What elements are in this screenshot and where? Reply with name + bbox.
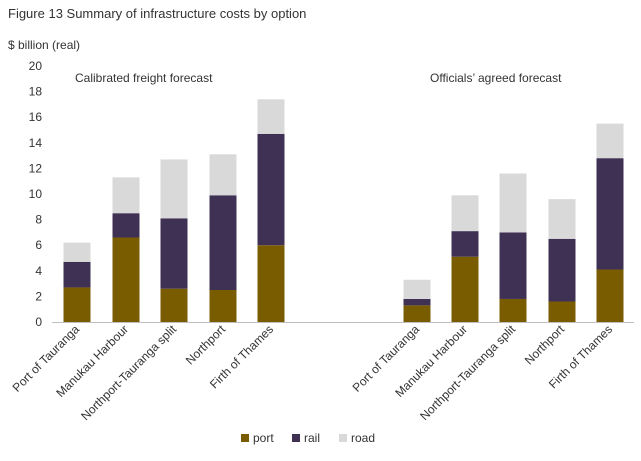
y-tick-label-5: 10 xyxy=(29,187,43,201)
bar-rail-g1-c4 xyxy=(596,158,624,270)
bar-road-g1-c1 xyxy=(451,195,479,232)
x-tick-label-g1-c2: Northport-Tauranga split xyxy=(417,322,518,423)
y-tick-label-8: 16 xyxy=(29,110,43,124)
bar-rail-g1-c2 xyxy=(499,232,527,299)
bar-road-g0-c2 xyxy=(160,159,188,219)
bar-road-g0-c3 xyxy=(209,154,237,196)
bar-rail-g1-c3 xyxy=(548,238,576,302)
bar-port-g0-c4 xyxy=(257,245,285,322)
x-tick-label-g0-c3: Northport xyxy=(183,322,229,368)
bar-rail-g0-c3 xyxy=(209,195,237,290)
legend-label-rail: rail xyxy=(304,431,320,445)
bar-port-g0-c3 xyxy=(209,290,237,322)
bar-road-g1-c4 xyxy=(596,123,624,159)
bar-road-g1-c0 xyxy=(403,279,431,299)
legend: port rail road xyxy=(241,431,375,445)
bar-port-g1-c4 xyxy=(596,269,624,322)
legend-swatch-rail xyxy=(292,434,300,442)
y-tick-label-2: 4 xyxy=(35,264,42,278)
group-label-1: Officials’ agreed forecast xyxy=(430,71,562,85)
bar-port-g0-c1 xyxy=(112,237,140,322)
bar-rail-g0-c0 xyxy=(63,261,91,288)
x-tick-label-g0-c2: Northport-Tauranga split xyxy=(78,322,179,423)
figure-title: Figure 13 Summary of infrastructure cost… xyxy=(8,6,307,21)
bar-rail-g0-c2 xyxy=(160,218,188,289)
bar-road-g0-c1 xyxy=(112,177,140,214)
bars-layer xyxy=(63,99,624,322)
y-axis-label: $ billion (real) xyxy=(8,38,81,52)
group-label-0: Calibrated freight forecast xyxy=(75,71,213,85)
bar-rail-g0-c1 xyxy=(112,213,140,238)
legend-swatch-road xyxy=(339,434,347,442)
y-tick-label-1: 2 xyxy=(35,289,42,303)
bar-port-g1-c1 xyxy=(451,256,479,322)
y-tick-label-3: 6 xyxy=(35,238,42,252)
y-tick-label-9: 18 xyxy=(29,85,43,99)
bar-port-g1-c2 xyxy=(499,298,527,322)
bar-port-g0-c2 xyxy=(160,288,188,322)
bar-rail-g1-c1 xyxy=(451,231,479,257)
bar-road-g1-c3 xyxy=(548,199,576,239)
bar-road-g1-c2 xyxy=(499,173,527,233)
legend-swatch-port xyxy=(241,434,249,442)
axis-layer: 0 2 4 6 8 10 12 14 16 18 20 xyxy=(29,59,634,329)
bar-port-g0-c0 xyxy=(63,287,91,322)
y-tick-label-7: 14 xyxy=(29,136,43,150)
y-tick-label-4: 8 xyxy=(35,213,42,227)
y-tick-label-6: 12 xyxy=(29,161,43,175)
legend-label-road: road xyxy=(351,431,375,445)
bar-road-g0-c4 xyxy=(257,99,285,134)
bar-rail-g1-c0 xyxy=(403,298,431,306)
y-tick-label-10: 20 xyxy=(29,59,43,73)
y-tick-label-0: 0 xyxy=(35,315,42,329)
x-tick-label-g1-c3: Northport xyxy=(522,322,568,368)
legend-label-port: port xyxy=(253,431,274,445)
bar-port-g1-c0 xyxy=(403,305,431,322)
bar-port-g1-c3 xyxy=(548,301,576,322)
bar-rail-g0-c4 xyxy=(257,133,285,246)
bar-road-g0-c0 xyxy=(63,242,91,262)
